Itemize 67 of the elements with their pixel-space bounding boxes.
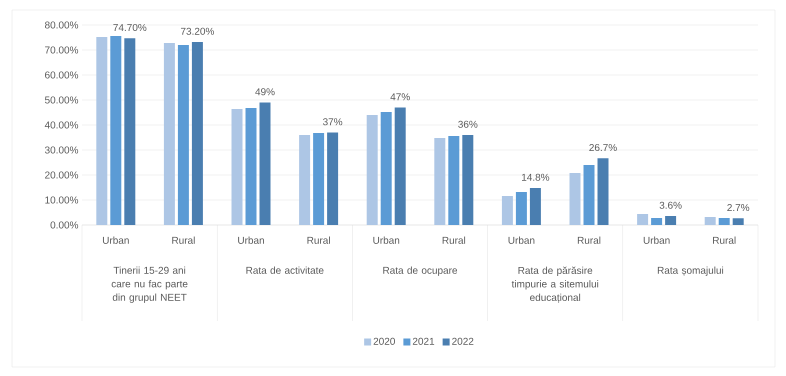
bar bbox=[651, 218, 662, 225]
data-label: 2.7% bbox=[727, 204, 750, 212]
bar bbox=[448, 136, 460, 225]
bar bbox=[462, 135, 474, 225]
legend-label: 2020 bbox=[374, 338, 395, 345]
bar bbox=[110, 36, 122, 225]
bar bbox=[232, 109, 243, 225]
text: Rata de părăsire timpurie a sitemului educațional bbox=[512, 266, 598, 304]
bar bbox=[598, 158, 609, 225]
data-label: 74.70% bbox=[113, 24, 146, 32]
data-label: 14.8% bbox=[522, 174, 550, 181]
bar bbox=[516, 192, 527, 225]
y-tick-label: 60.00% bbox=[45, 71, 78, 79]
x-tick-label: Urban bbox=[508, 236, 534, 244]
bar bbox=[584, 165, 594, 225]
bar bbox=[96, 37, 108, 225]
bar bbox=[434, 138, 446, 225]
x-tick-label: Urban bbox=[644, 236, 670, 244]
x-tick-label: Rural bbox=[307, 236, 330, 244]
data-label: 3.6% bbox=[660, 202, 682, 209]
y-tick-label: 30.00% bbox=[44, 146, 78, 154]
bar bbox=[260, 102, 271, 225]
bar bbox=[366, 115, 378, 225]
bar bbox=[704, 217, 716, 225]
data-label: 36% bbox=[458, 120, 478, 128]
bar bbox=[502, 196, 513, 225]
bar bbox=[124, 38, 136, 225]
y-tick-label: 50.00% bbox=[44, 96, 78, 104]
bar bbox=[164, 43, 175, 225]
x-tick-label: Rural bbox=[442, 236, 466, 244]
bar bbox=[732, 218, 744, 225]
bar bbox=[178, 45, 189, 225]
y-tick-label: 20.00% bbox=[45, 171, 78, 179]
legend-label: 2022 bbox=[452, 338, 474, 345]
bar bbox=[530, 188, 541, 225]
text: Rata de activitate bbox=[246, 266, 324, 274]
data-label: 73.20% bbox=[180, 28, 214, 35]
legend-label: 2021 bbox=[412, 338, 434, 345]
text: Tinerii 15-29 ani care nu fac parte din grupul NEET bbox=[112, 266, 188, 303]
data-label: 26.7% bbox=[589, 144, 617, 152]
x-tick-label: Rural bbox=[578, 236, 600, 244]
y-tick-label: 70.00% bbox=[45, 46, 78, 54]
data-label: 37% bbox=[322, 118, 342, 126]
bar bbox=[192, 42, 203, 225]
bar bbox=[665, 216, 676, 225]
x-tick-label: Rural bbox=[172, 236, 195, 244]
text: Rata șomajului bbox=[658, 266, 724, 276]
x-tick-label: Urban bbox=[238, 236, 264, 244]
data-label: 49% bbox=[255, 88, 275, 96]
bar bbox=[299, 135, 310, 225]
bar bbox=[327, 132, 338, 225]
y-tick-label: 10.00% bbox=[45, 196, 78, 204]
bar bbox=[718, 218, 730, 225]
bar bbox=[380, 112, 392, 225]
y-tick-label: 80.00% bbox=[44, 21, 78, 29]
bar bbox=[637, 214, 648, 225]
bar bbox=[313, 133, 324, 225]
y-tick-label: 0.00% bbox=[50, 221, 78, 229]
bar bbox=[570, 173, 581, 225]
y-tick-label: 40.00% bbox=[44, 121, 78, 129]
text: Rata de ocupare bbox=[383, 266, 458, 276]
bar bbox=[394, 108, 406, 225]
data-label: 47% bbox=[390, 93, 410, 100]
x-tick-label: Urban bbox=[102, 236, 129, 244]
x-tick-label: Rural bbox=[713, 236, 736, 244]
bar bbox=[246, 108, 257, 225]
x-tick-label: Urban bbox=[373, 236, 400, 244]
